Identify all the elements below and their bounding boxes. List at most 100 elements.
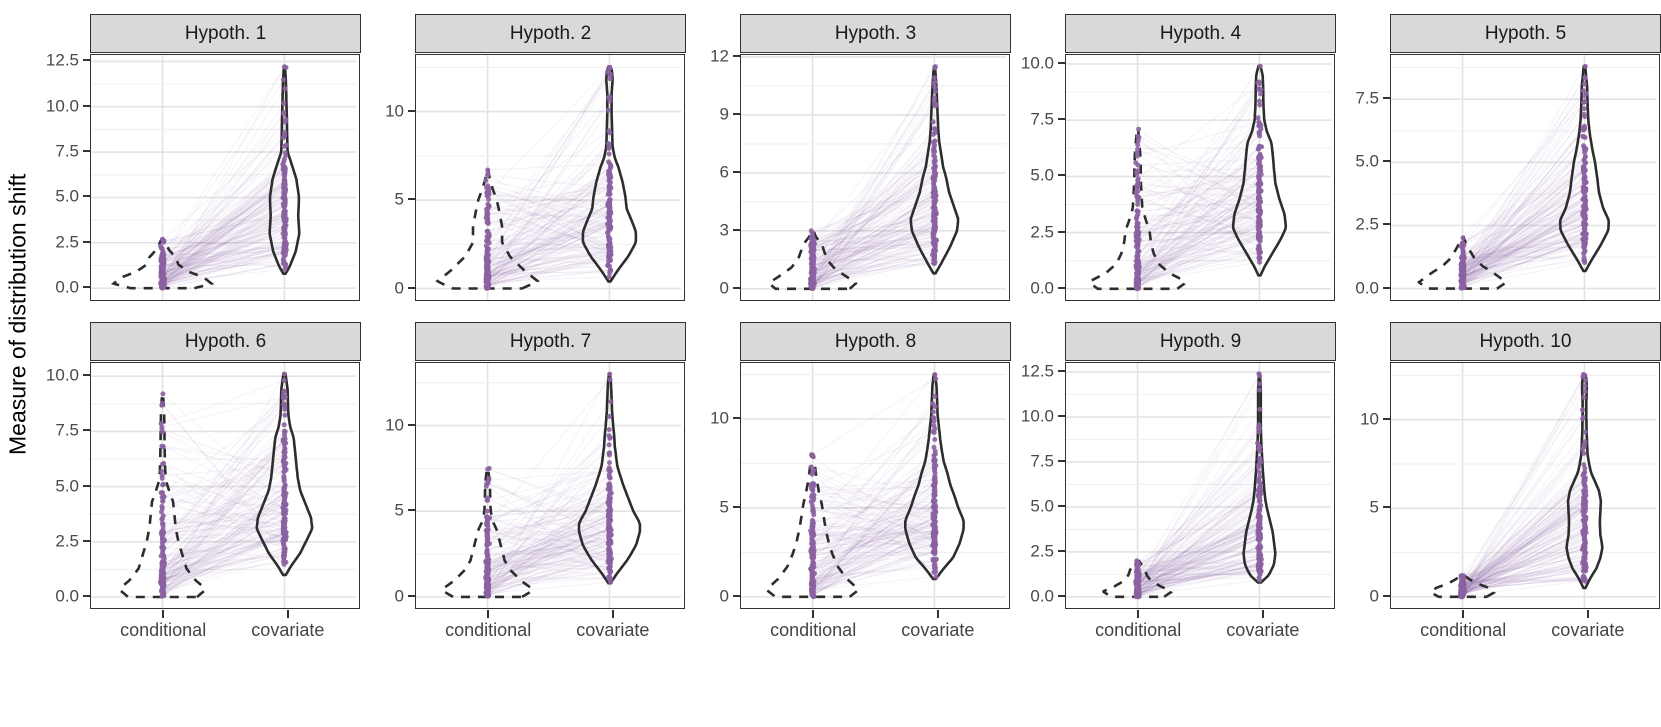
x-axis: conditional covariate xyxy=(415,610,686,650)
y-tick-mark xyxy=(733,54,740,57)
y-tick-label: 0.0 xyxy=(55,586,79,606)
x-axis: conditional covariate xyxy=(1065,610,1336,650)
facet-row-1: Hypoth. 1 0.0 2.5 5.0 7.5 10.0 12.5 Hypoth. 2 0 5… xyxy=(36,14,1661,302)
y-tick-mark xyxy=(1383,286,1390,289)
conditional-violin xyxy=(441,467,534,599)
x-tick-label-covariate: covariate xyxy=(1551,620,1625,640)
conditional-violin xyxy=(1417,235,1509,290)
y-tick-label: 0 xyxy=(1369,586,1379,606)
y-tick-label: 5.0 xyxy=(55,186,79,206)
y-tick-mark xyxy=(83,104,90,107)
y-tick-mark xyxy=(83,195,90,198)
x-tick-label-conditional: conditional xyxy=(1420,620,1507,640)
y-tick-mark xyxy=(733,228,740,231)
y-tick-label: 10.0 xyxy=(45,365,79,385)
violin-plot xyxy=(1391,55,1656,300)
facet-corner xyxy=(36,322,90,362)
y-tick-mark xyxy=(408,286,415,289)
y-tick-label: 7.5 xyxy=(55,141,79,161)
facet-title: Hypoth. 4 xyxy=(1159,22,1242,44)
y-tick-label: 6 xyxy=(719,162,729,182)
x-tick-label-covariate: covariate xyxy=(576,620,650,640)
facet-hypoth-7: Hypoth. 7 0 5 10 conditional covariate xyxy=(361,322,686,650)
panel xyxy=(1390,54,1660,301)
x-tick-label-conditional: conditional xyxy=(770,620,857,640)
panel xyxy=(415,54,685,301)
y-tick-label: 0 xyxy=(719,278,729,298)
panel xyxy=(1065,54,1335,301)
y-tick-label: 5 xyxy=(394,189,404,209)
figure: Measure of distribution shift Hypoth. 1 0… xyxy=(4,14,1661,650)
y-tick-label: 0 xyxy=(394,278,404,297)
y-tick-mark xyxy=(733,594,740,597)
y-tick-mark xyxy=(1058,594,1065,597)
y-tick-mark xyxy=(1058,286,1065,289)
facet-hypoth-9: Hypoth. 9 0.0 2.5 5.0 7.5 10.0 12.5 conditional… xyxy=(1011,322,1336,650)
facet-strip: Hypoth. 5 xyxy=(1390,14,1661,53)
y-axis: 0 5 10 xyxy=(361,54,415,302)
facet-title: Hypoth. 8 xyxy=(834,330,917,352)
x-tick-label-covariate: covariate xyxy=(1226,620,1300,640)
x-tick-mark xyxy=(611,610,614,618)
facet-title: Hypoth. 3 xyxy=(834,22,917,44)
panel xyxy=(740,54,1010,301)
y-tick-mark xyxy=(1058,504,1065,507)
y-tick-mark xyxy=(408,109,415,112)
violin-plot xyxy=(416,55,681,300)
y-tick-label: 5 xyxy=(719,497,729,517)
y-tick-mark xyxy=(83,150,90,153)
conditional-violin xyxy=(1088,127,1187,291)
facet-title: Hypoth. 5 xyxy=(1484,22,1567,44)
x-tick-mark xyxy=(1462,610,1465,618)
y-tick-label: 0.0 xyxy=(1030,586,1054,606)
y-tick-mark xyxy=(1383,594,1390,597)
facet-corner xyxy=(361,322,415,362)
facet-hypoth-3: Hypoth. 3 0 3 6 9 12 xyxy=(686,14,1011,302)
facet-corner xyxy=(1336,14,1390,54)
y-tick-label: 3 xyxy=(719,220,729,240)
violin-plot xyxy=(741,363,1006,608)
facet-hypoth-5: Hypoth. 5 0.0 2.5 5.0 7.5 xyxy=(1336,14,1661,302)
y-tick-mark xyxy=(733,286,740,289)
conditional-violin xyxy=(435,168,540,290)
y-tick-mark xyxy=(408,509,415,512)
violin-plot xyxy=(1391,363,1656,608)
y-tick-label: 2.5 xyxy=(1355,214,1379,234)
x-axis: conditional covariate xyxy=(740,610,1011,650)
facet-corner xyxy=(1011,14,1065,54)
y-tick-mark xyxy=(1058,414,1065,417)
y-tick-label: 2.5 xyxy=(1030,222,1054,242)
facet-hypoth-4: Hypoth. 4 0.0 2.5 5.0 7.5 10.0 xyxy=(1011,14,1336,302)
y-axis: 0 5 10 xyxy=(686,362,740,610)
facet-strip: Hypoth. 1 xyxy=(90,14,361,53)
x-tick-mark xyxy=(487,610,490,618)
y-axis: 0.0 2.5 5.0 7.5 xyxy=(1336,54,1390,302)
y-tick-mark xyxy=(1058,118,1065,121)
y-axis: 0.0 2.5 5.0 7.5 10.0 xyxy=(36,362,90,610)
y-tick-mark xyxy=(83,594,90,597)
facet-hypoth-1: Hypoth. 1 0.0 2.5 5.0 7.5 10.0 12.5 xyxy=(36,14,361,302)
y-tick-mark xyxy=(1383,223,1390,226)
y-tick-mark xyxy=(1383,160,1390,163)
y-tick-mark xyxy=(733,112,740,115)
facet-hypoth-10: Hypoth. 10 0 5 10 conditional covariate xyxy=(1336,322,1661,650)
x-tick-label-covariate: covariate xyxy=(901,620,975,640)
facet-corner xyxy=(1336,322,1390,362)
y-tick-mark xyxy=(733,417,740,419)
violin-plot xyxy=(91,363,356,608)
y-tick-mark xyxy=(1383,506,1390,509)
facet-strip: Hypoth. 7 xyxy=(415,322,686,361)
x-tick-mark xyxy=(812,610,815,618)
y-tick-label: 12 xyxy=(710,46,729,66)
y-tick-mark xyxy=(1058,230,1065,233)
x-tick-mark xyxy=(1137,610,1140,618)
x-axis: conditional covariate xyxy=(1390,610,1661,650)
facet-row-2: Hypoth. 6 0.0 2.5 5.0 7.5 10.0 conditional cova… xyxy=(36,322,1661,650)
y-tick-mark xyxy=(408,594,415,597)
y-axis-title: Measure of distribution shift xyxy=(4,173,31,455)
y-tick-label: 10 xyxy=(710,408,729,428)
y-tick-mark xyxy=(1058,174,1065,177)
y-tick-label: 0.0 xyxy=(1030,278,1054,298)
y-tick-mark xyxy=(733,505,740,508)
y-tick-label: 9 xyxy=(719,104,729,124)
